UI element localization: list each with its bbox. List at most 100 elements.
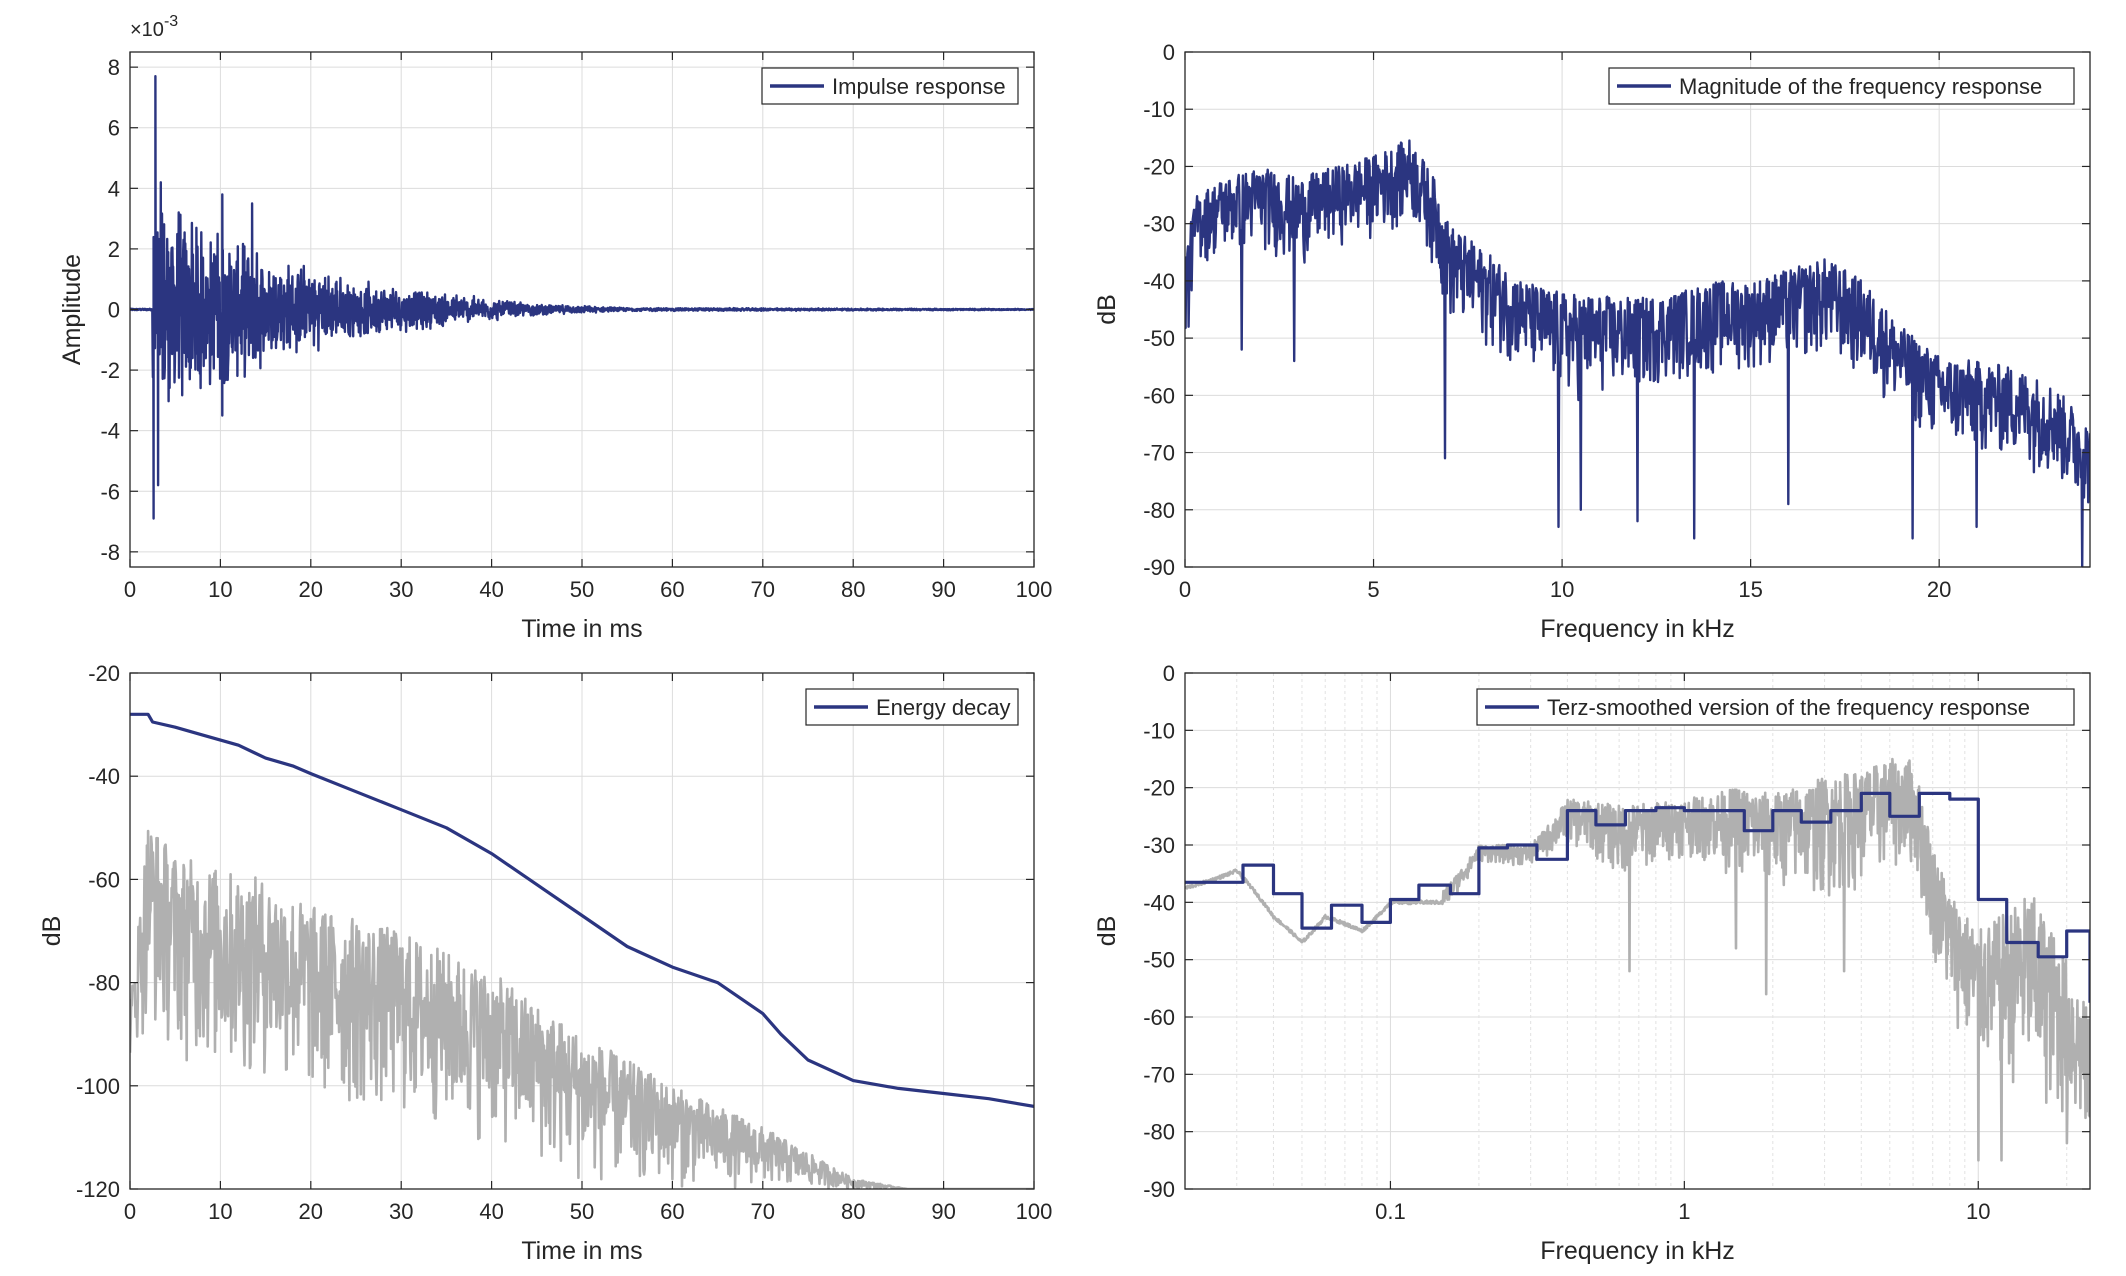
axes-box — [1184, 672, 2091, 1190]
y-tick-label: -8 — [100, 540, 120, 565]
y-tick-label: -120 — [76, 1177, 120, 1202]
chart-magnitude: 0 5 10 15 20 0 -10 -20 -30 -40 -50 -60 -70 -80 -90 Freq… — [1093, 40, 2091, 643]
ticks — [1185, 672, 2090, 1190]
legend: Terz-smoothed version of the frequency r… — [1476, 688, 2075, 726]
series-line-impulse-0 — [130, 75, 1034, 520]
x-tick-label: 0 — [124, 577, 136, 602]
ticks — [129, 52, 1035, 567]
x-axis-label: Time in ms — [521, 615, 642, 643]
chart-impulse: 0 10 20 30 40 50 60 70 80 90 100 -8 -6 -4 -2 0 2 4 6 8 Time … — [58, 13, 1052, 643]
x-tick-label: 10 — [1550, 577, 1574, 602]
y-axis-label: dB — [1093, 294, 1121, 325]
x-tick-label: 0 — [124, 1199, 136, 1224]
y-tick-label: 0 — [1163, 661, 1175, 686]
legend: Energy decay — [805, 688, 1019, 726]
y-tick-label: -40 — [88, 764, 120, 789]
legend-box — [1476, 688, 2075, 726]
y-axis-label: Amplitude — [58, 254, 86, 365]
y-tick-label: -40 — [1143, 890, 1175, 915]
legend: Impulse response — [761, 67, 1019, 105]
x-tick-label: 10 — [208, 1199, 232, 1224]
x-axis-label: Time in ms — [521, 1237, 642, 1265]
y-tick-label: -80 — [1143, 1120, 1175, 1145]
x-tick-label: 100 — [1016, 577, 1053, 602]
x-tick-label: 0 — [1179, 577, 1191, 602]
series-area — [1185, 757, 2090, 1162]
series-area — [1185, 139, 2090, 567]
series-line-decay-1 — [130, 712, 1034, 1108]
y-tick-label: -70 — [1143, 1062, 1175, 1087]
y-tick-label: 2 — [108, 237, 120, 262]
x-tick-label: 60 — [660, 577, 684, 602]
y-axis-label: dB — [38, 916, 66, 947]
y-tick-label: -70 — [1143, 441, 1175, 466]
y-tick-label: -50 — [1143, 326, 1175, 351]
y-tick-label: -20 — [88, 661, 120, 686]
series-line-terz-1 — [1185, 791, 2090, 1003]
y-tick-label: -10 — [1143, 97, 1175, 122]
x-tick-label: 100 — [1016, 1199, 1053, 1224]
series-area — [130, 712, 1034, 1189]
x-tick-label: 30 — [389, 577, 413, 602]
y-exponent-power: -3 — [164, 13, 178, 30]
axes-box — [1184, 51, 2091, 568]
x-tick-label: 5 — [1367, 577, 1379, 602]
x-tick-label: 0.1 — [1375, 1199, 1406, 1224]
x-tick-label: 90 — [931, 1199, 955, 1224]
legend: Magnitude of the frequency response — [1608, 67, 2075, 105]
x-tick-label: 1 — [1678, 1199, 1690, 1224]
chart-terz: 0.1 1 10 0 -10 -20 -30 -40 -50 -60 -70 -80 -90 Freque… — [1093, 661, 2091, 1265]
y-tick-label: -60 — [1143, 1005, 1175, 1030]
y-tick-label: 6 — [108, 116, 120, 141]
ticks — [1184, 51, 2090, 568]
y-tick-label: 0 — [108, 298, 120, 323]
x-axis-label: Frequency in kHz — [1540, 615, 1735, 643]
y-tick-label: -10 — [1143, 718, 1175, 743]
y-tick-label: 8 — [108, 55, 120, 80]
chart-decay: 0 10 20 30 40 50 60 70 80 90 100 -20 -40 -60 -80 -100 -1… — [38, 661, 1052, 1265]
legend-label: Terz-smoothed version of the frequency r… — [1547, 695, 2030, 720]
x-tick-label: 30 — [389, 1199, 413, 1224]
x-tick-label: 40 — [479, 577, 503, 602]
y-tick-label: 4 — [108, 176, 120, 201]
x-tick-label: 70 — [751, 577, 775, 602]
legend-box — [1608, 67, 2075, 105]
y-tick-label: -20 — [1143, 154, 1175, 179]
legend-label: Energy decay — [876, 695, 1011, 720]
x-tick-label: 80 — [841, 577, 865, 602]
series-line-decay-0 — [130, 829, 1034, 1189]
y-tick-label: -80 — [88, 971, 120, 996]
x-tick-label: 10 — [208, 577, 232, 602]
y-tick-label: -100 — [76, 1074, 120, 1099]
series-area — [130, 75, 1034, 520]
legend-label: Magnitude of the frequency response — [1679, 74, 2042, 99]
ticks — [129, 672, 1035, 1190]
legend-label: Impulse response — [832, 74, 1006, 99]
y-tick-label: -6 — [100, 479, 120, 504]
x-tick-label: 50 — [570, 577, 594, 602]
y-exponent-label: ×10-3 — [130, 13, 178, 41]
y-tick-label: -40 — [1143, 269, 1175, 294]
x-tick-label: 20 — [299, 577, 323, 602]
x-tick-label: 50 — [570, 1199, 594, 1224]
x-axis-label: Frequency in kHz — [1540, 1237, 1735, 1265]
x-tick-label: 70 — [751, 1199, 775, 1224]
x-tick-label: 90 — [931, 577, 955, 602]
x-tick-label: 10 — [1966, 1199, 1990, 1224]
y-tick-label: -30 — [1143, 833, 1175, 858]
y-tick-label: -90 — [1143, 555, 1175, 580]
y-tick-label: -20 — [1143, 776, 1175, 801]
y-tick-label: -30 — [1143, 212, 1175, 237]
y-tick-label: -2 — [100, 358, 120, 383]
y-tick-label: 0 — [1163, 40, 1175, 65]
x-tick-label: 60 — [660, 1199, 684, 1224]
y-tick-label: -80 — [1143, 498, 1175, 523]
y-tick-label: -60 — [1143, 383, 1175, 408]
y-exponent-base: ×10 — [130, 19, 164, 41]
series-line-magnitude-0 — [1185, 139, 2090, 567]
x-tick-label: 15 — [1738, 577, 1762, 602]
y-tick-label: -50 — [1143, 948, 1175, 973]
x-tick-label: 20 — [1927, 577, 1951, 602]
x-tick-label: 40 — [479, 1199, 503, 1224]
